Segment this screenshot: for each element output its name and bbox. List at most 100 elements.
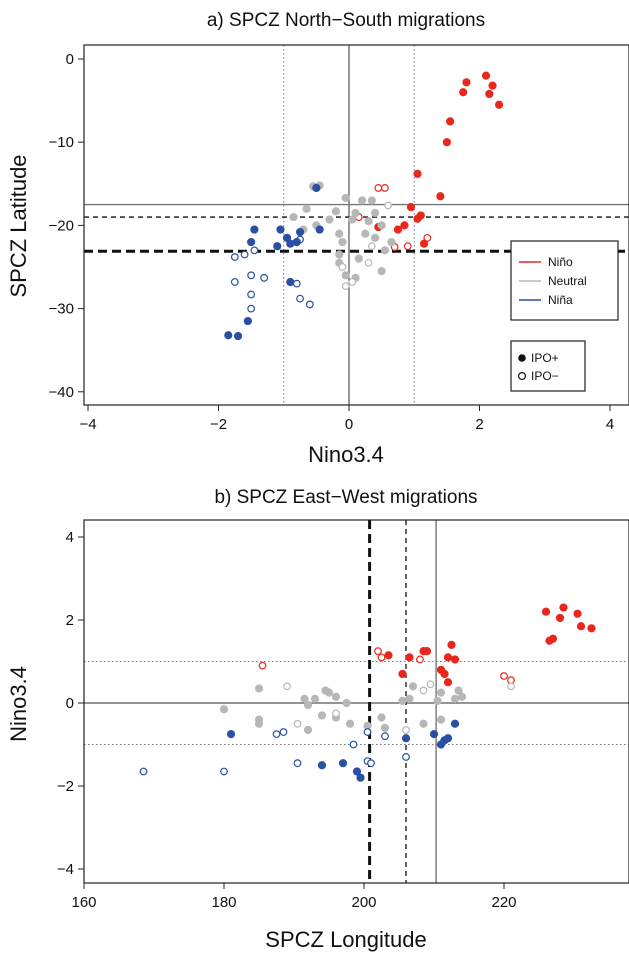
panel-a-ticks: −4 −2 0 2 40−10−20−30−40 bbox=[49, 51, 615, 433]
point-neutral-ipo-plus bbox=[361, 229, 370, 238]
point-neutral-ipo-plus bbox=[377, 267, 386, 276]
x-tick-label: 200 bbox=[351, 894, 376, 911]
point-neutral-ipo-plus bbox=[342, 698, 351, 708]
x-tick-label: 160 bbox=[71, 894, 96, 911]
point-nina-ipo-minus bbox=[305, 300, 314, 309]
point-neutral-ipo-plus bbox=[303, 700, 313, 710]
point-nina-ipo-minus bbox=[381, 732, 389, 741]
point-nina-ipo-plus bbox=[233, 331, 243, 341]
point-neutral-ipo-minus bbox=[419, 686, 428, 695]
panel-a-points bbox=[224, 71, 504, 341]
point-neutral-ipo-minus bbox=[364, 258, 373, 267]
point-nino-ipo-minus bbox=[258, 661, 267, 670]
point-neutral-ipo-minus bbox=[384, 201, 393, 210]
legend-ipo-minus-label: IPO− bbox=[531, 369, 559, 383]
point-neutral-ipo-plus bbox=[324, 688, 334, 697]
point-nino-ipo-minus bbox=[500, 672, 508, 680]
point-nino-ipo-minus bbox=[374, 184, 383, 192]
point-nino-ipo-plus bbox=[587, 624, 596, 633]
legend-nina-label: Niña bbox=[548, 293, 573, 307]
point-nina-ipo-plus bbox=[315, 225, 324, 234]
point-nina-ipo-plus bbox=[450, 719, 460, 728]
point-nina-ipo-plus bbox=[356, 773, 365, 782]
point-nina-ipo-minus bbox=[402, 753, 410, 761]
point-nina-ipo-minus bbox=[349, 740, 358, 749]
point-neutral-ipo-plus bbox=[367, 196, 376, 205]
point-nino-ipo-plus bbox=[442, 138, 451, 147]
x-tick-label: 2 bbox=[475, 416, 483, 433]
point-neutral-ipo-plus bbox=[335, 229, 344, 238]
point-neutral-ipo-plus bbox=[335, 250, 344, 259]
point-neutral-ipo-plus bbox=[405, 694, 414, 703]
point-nina-ipo-plus bbox=[401, 734, 411, 743]
point-nina-ipo-minus bbox=[272, 730, 281, 739]
point-nino-ipo-plus bbox=[422, 647, 432, 656]
point-nino-ipo-plus bbox=[450, 655, 460, 664]
point-neutral-ipo-plus bbox=[303, 725, 313, 735]
point-nino-ipo-plus bbox=[393, 225, 403, 234]
ipo-legend-box bbox=[510, 340, 586, 392]
point-nino-ipo-plus bbox=[446, 117, 455, 126]
point-nino-ipo-plus bbox=[559, 603, 568, 612]
point-neutral-ipo-plus bbox=[341, 271, 350, 280]
point-nino-ipo-minus bbox=[380, 184, 389, 192]
point-nina-ipo-plus bbox=[250, 225, 259, 234]
point-nina-ipo-minus bbox=[240, 250, 249, 259]
point-nina-ipo-plus bbox=[436, 740, 446, 749]
point-neutral-ipo-plus bbox=[436, 688, 446, 697]
point-nina-ipo-minus bbox=[230, 278, 239, 286]
point-nino-ipo-plus bbox=[406, 202, 416, 212]
point-nino-ipo-minus bbox=[377, 653, 386, 662]
point-nina-ipo-plus bbox=[224, 331, 233, 340]
legend-neutral-label: Neutral bbox=[548, 274, 587, 288]
panel-b-title: b) SPCZ East−West migrations bbox=[214, 487, 477, 508]
y-tick-label: −2 bbox=[57, 778, 74, 795]
point-neutral-ipo-plus bbox=[398, 696, 407, 706]
panel-a-legend-enso: Niño Neutral Niña bbox=[510, 240, 619, 321]
point-nina-ipo-plus bbox=[429, 730, 439, 739]
point-nino-ipo-minus bbox=[416, 655, 424, 664]
panel-a-chart: a) SPCZ North−South migrations Nino3.4 S… bbox=[6, 10, 629, 467]
point-neutral-ipo-minus bbox=[507, 682, 515, 691]
legend-ipo-minus-marker bbox=[517, 372, 526, 381]
legend-nino-label: Niño bbox=[548, 255, 573, 269]
point-nino-ipo-plus bbox=[545, 636, 554, 645]
panel-a-x-axis-label: Nino3.4 bbox=[308, 442, 384, 467]
point-nina-ipo-plus bbox=[317, 761, 327, 770]
point-neutral-ipo-minus bbox=[341, 282, 350, 291]
point-neutral-ipo-minus bbox=[402, 726, 410, 734]
point-nino-ipo-plus bbox=[462, 78, 471, 87]
point-neutral-ipo-plus bbox=[364, 217, 373, 226]
y-tick-label: 0 bbox=[66, 51, 74, 68]
x-tick-label: −2 bbox=[210, 416, 227, 433]
panel-b-points bbox=[139, 603, 596, 782]
point-nina-ipo-plus bbox=[247, 237, 256, 247]
point-neutral-ipo-plus bbox=[254, 719, 264, 728]
x-tick-label: 180 bbox=[211, 894, 236, 911]
panel-a-title: a) SPCZ North−South migrations bbox=[207, 10, 485, 31]
point-nino-ipo-plus bbox=[419, 239, 429, 248]
point-neutral-ipo-plus bbox=[331, 692, 341, 701]
point-nina-ipo-minus bbox=[292, 279, 301, 288]
point-nina-ipo-plus bbox=[338, 759, 348, 768]
point-neutral-ipo-plus bbox=[371, 233, 380, 242]
point-nino-ipo-plus bbox=[443, 653, 453, 662]
y-tick-label: −4 bbox=[57, 861, 74, 878]
point-neutral-ipo-plus bbox=[254, 684, 264, 693]
point-neutral-ipo-plus bbox=[387, 237, 396, 247]
panel-b-ticks: 160180200220240420−2−4 bbox=[57, 529, 517, 911]
x-tick-label: 4 bbox=[606, 416, 614, 433]
point-neutral-ipo-plus bbox=[354, 254, 363, 263]
point-neutral-ipo-plus bbox=[380, 723, 390, 733]
point-nina-ipo-plus bbox=[276, 225, 285, 234]
point-nina-ipo-plus bbox=[243, 316, 252, 326]
point-nina-ipo-plus bbox=[226, 730, 236, 739]
y-tick-label: 4 bbox=[66, 529, 74, 546]
y-tick-label: −10 bbox=[49, 134, 74, 151]
panel-a-y-axis-label: SPCZ Latitude bbox=[6, 154, 31, 297]
point-nino-ipo-minus bbox=[374, 647, 382, 656]
point-nino-ipo-plus bbox=[413, 214, 422, 223]
point-neutral-ipo-plus bbox=[357, 196, 367, 205]
x-tick-label: −4 bbox=[79, 416, 96, 433]
point-nina-ipo-minus bbox=[220, 767, 228, 776]
